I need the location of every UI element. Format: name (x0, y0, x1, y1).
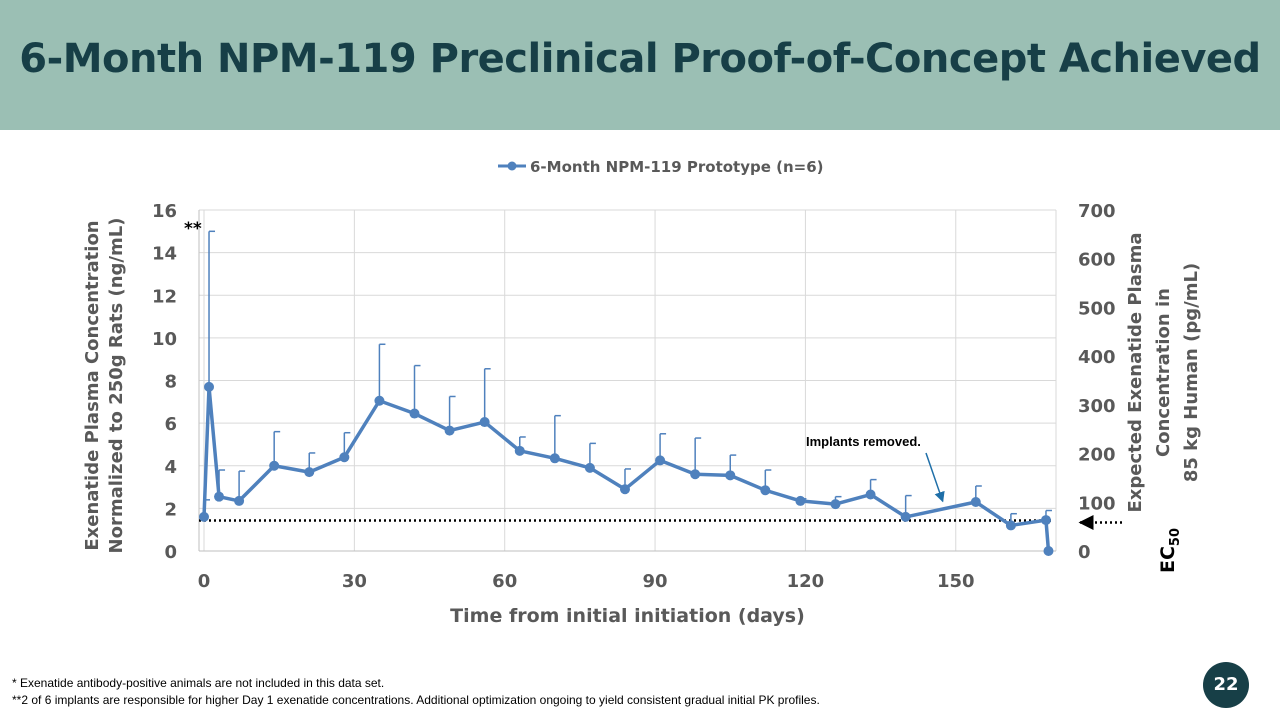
page-title: 6-Month NPM-119 Preclinical Proof-of-Con… (19, 36, 1261, 82)
y-axis-left-label: Exenatide Plasma Concentration Normalized… (82, 218, 127, 554)
data-point (514, 445, 525, 456)
data-point (1040, 515, 1051, 526)
y-axis-right-label: Expected Exenatide Plasma Concentration i… (1125, 233, 1202, 513)
data-point (234, 495, 245, 506)
ec50-label-main: EC (1157, 546, 1179, 573)
y-left-tick-label: 2 (164, 499, 177, 520)
y-left-tick-label: 16 (152, 201, 177, 222)
data-point (900, 511, 911, 522)
y-right-tick-label: 100 (1078, 493, 1116, 514)
x-tick-label: 0 (198, 571, 211, 592)
data-point (374, 395, 385, 406)
header-band: 6-Month NPM-119 Preclinical Proof-of-Con… (0, 0, 1280, 130)
y-right-tick-label: 500 (1078, 298, 1116, 319)
data-point (830, 499, 841, 510)
pk-line-chart: 0 2 4 6 8 10 12 14 16 0 100 200 300 400 500 600 700 0 30 60… (82, 158, 1202, 627)
y-axis-left-label-line: Normalized to 250g Rats (ng/mL) (106, 218, 127, 554)
data-point (199, 511, 210, 522)
ec50-label: EC50 (1157, 528, 1183, 573)
x-tick-label: 30 (342, 571, 367, 592)
y-right-tick-label: 400 (1078, 347, 1116, 368)
data-point (970, 496, 981, 507)
data-point (409, 408, 420, 419)
data-point (204, 381, 215, 392)
data-point (655, 455, 666, 466)
x-axis-label: Time from initial initiation (days) (450, 605, 805, 627)
data-point (269, 460, 280, 471)
x-tick-label: 90 (643, 571, 668, 592)
data-point (795, 495, 806, 506)
data-point (619, 484, 630, 495)
x-tick-label: 120 (787, 571, 825, 592)
ec50-label-sub: 50 (1168, 528, 1183, 546)
data-point (304, 467, 315, 478)
y-left-tick-label: 14 (152, 244, 177, 265)
annotation-double-asterisk: ** (184, 219, 202, 239)
y-axis-right-label-line: Concentration in (1153, 288, 1174, 457)
data-point (1043, 546, 1054, 556)
data-point (690, 469, 701, 480)
data-point (339, 452, 350, 463)
footnote-antibody: * Exenatide antibody-positive animals ar… (12, 676, 385, 690)
y-right-tick-label: 0 (1078, 542, 1091, 563)
data-point (549, 453, 560, 464)
footnote-day1: **2 of 6 implants are responsible for hi… (12, 693, 820, 707)
data-point (479, 417, 490, 428)
data-point (584, 462, 595, 473)
data-point (214, 491, 225, 502)
data-point (865, 489, 876, 500)
data-point (1005, 520, 1016, 531)
y-left-tick-label: 6 (164, 414, 177, 435)
data-point (725, 470, 736, 481)
y-left-tick-label: 8 (164, 372, 177, 393)
x-tick-label: 150 (937, 571, 975, 592)
x-tick-label: 60 (492, 571, 517, 592)
legend-marker-swatch (507, 161, 517, 171)
data-point (444, 425, 455, 436)
y-right-tick-label: 600 (1078, 250, 1116, 271)
annotation-arrow (925, 452, 945, 503)
y-axis-right-label-line: Expected Exenatide Plasma (1125, 233, 1146, 513)
y-right-tick-label: 700 (1078, 201, 1116, 222)
y-left-tick-label: 0 (164, 542, 177, 563)
legend-label: 6-Month NPM-119 Prototype (n=6) (530, 158, 824, 176)
y-axis-right-label-line: 85 kg Human (pg/mL) (1181, 263, 1202, 482)
y-left-tick-label: 4 (164, 457, 177, 478)
page-number-badge: 22 (1203, 662, 1249, 708)
y-axis-left-label-line: Exenatide Plasma Concentration (82, 220, 103, 550)
annotation-implants-removed: Implants removed. (806, 434, 921, 449)
y-right-tick-label: 200 (1078, 445, 1116, 466)
y-right-tick-label: 300 (1078, 396, 1116, 417)
y-left-tick-label: 12 (152, 286, 177, 307)
y-left-tick-label: 10 (152, 329, 177, 350)
data-point (760, 485, 771, 496)
